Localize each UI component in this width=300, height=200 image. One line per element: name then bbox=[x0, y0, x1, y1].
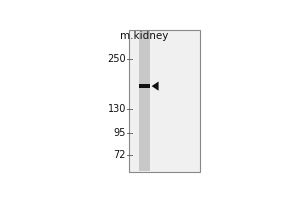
Text: 95: 95 bbox=[113, 128, 126, 138]
Text: 130: 130 bbox=[107, 104, 126, 114]
Bar bbox=[129, 30, 200, 172]
Bar bbox=[139, 31, 150, 171]
Polygon shape bbox=[152, 81, 159, 91]
Text: 72: 72 bbox=[113, 150, 126, 160]
Text: 250: 250 bbox=[107, 54, 126, 64]
Bar bbox=[139, 84, 150, 88]
Text: m.kidney: m.kidney bbox=[120, 31, 169, 41]
